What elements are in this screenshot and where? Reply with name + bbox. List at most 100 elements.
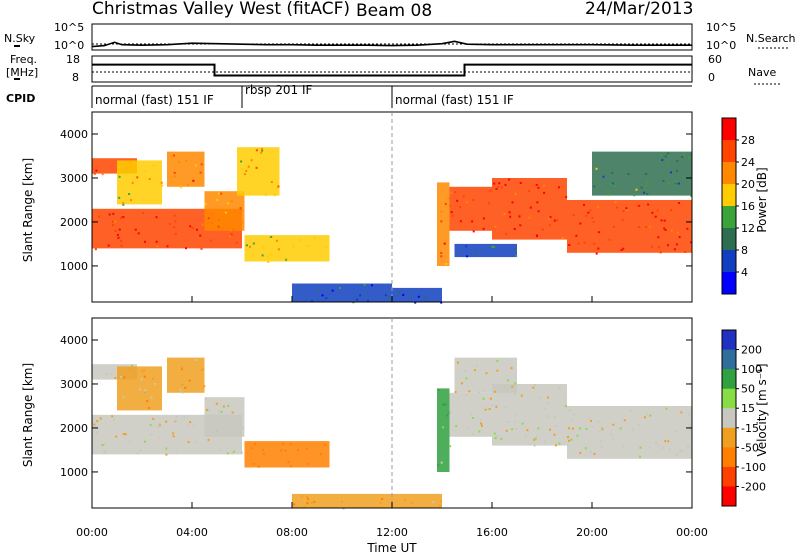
power-cell-speckle xyxy=(585,214,588,217)
power-cell-speckle xyxy=(638,226,641,229)
power-cell-speckle xyxy=(155,216,158,219)
velocity-cell-speckle xyxy=(158,422,161,425)
power-cell-speckle xyxy=(144,240,146,243)
y-tick-label: 3000 xyxy=(60,172,88,185)
power-cell-speckle xyxy=(359,294,362,297)
velocity-cell-speckle xyxy=(187,424,190,427)
velocity-cell-speckle xyxy=(143,369,146,372)
power-cell-speckle xyxy=(597,205,600,208)
power-cell-speckle xyxy=(676,232,679,235)
velocity-cell-speckle xyxy=(630,409,632,412)
power-cell-speckle xyxy=(667,152,670,155)
power-cell-speckle xyxy=(261,147,263,150)
velocity-cell-speckle xyxy=(526,429,529,432)
power-cell-speckle xyxy=(610,183,613,186)
x-axis-label: Time UT xyxy=(366,541,417,554)
velocity-cell-speckle xyxy=(688,424,691,427)
power-cell-speckle xyxy=(450,191,453,194)
power-cell-speckle xyxy=(536,201,539,204)
velocity-cell-speckle xyxy=(150,396,153,399)
velocity-cell-speckle xyxy=(188,379,191,382)
power-cell-speckle xyxy=(676,159,679,162)
velocity-cell-speckle xyxy=(554,425,557,427)
power-cell-speckle xyxy=(592,220,595,223)
velocity-cell-speckle xyxy=(136,452,139,455)
power-cell-speckle xyxy=(120,244,123,247)
velocity-cell-speckle xyxy=(553,416,556,419)
velocity-cell-speckle xyxy=(212,431,215,434)
velocity-cell-speckle xyxy=(305,447,308,450)
velocity-cell-speckle xyxy=(252,463,255,465)
power-cell-speckle xyxy=(173,171,176,174)
velocity-cell-speckle xyxy=(310,501,313,504)
velocity-cell-speckle xyxy=(181,368,183,371)
velocity-cell-speckle xyxy=(493,432,496,435)
velocity-cell-speckle xyxy=(207,438,210,441)
power-cell-speckle xyxy=(156,245,159,248)
velocity-y-label: Slant Range [km] xyxy=(21,363,35,467)
velocity-cell-speckle xyxy=(588,417,591,420)
power-data-layer xyxy=(92,147,693,304)
power-cell-speckle xyxy=(339,287,341,289)
power-cell-speckle xyxy=(658,246,661,249)
velocity-cell-speckle xyxy=(661,446,664,449)
power-panel: 1000 2000 3000 4000 Slant Range [km] xyxy=(21,111,693,304)
power-cell xyxy=(167,151,205,187)
power-cell-speckle xyxy=(98,215,101,218)
power-cell-speckle xyxy=(189,225,192,228)
power-cell-speckle xyxy=(166,245,169,248)
power-cell-speckle xyxy=(239,207,242,209)
y-tick-label: 2000 xyxy=(60,216,88,229)
power-cell-speckle xyxy=(224,211,227,214)
x-tick-label: 16:00 xyxy=(476,526,508,539)
velocity-cell xyxy=(437,388,450,472)
velocity-cell-speckle xyxy=(128,367,131,370)
power-cell-speckle xyxy=(148,178,151,180)
velocity-cell-speckle xyxy=(504,406,507,408)
power-cell-speckle xyxy=(645,226,648,228)
power-cell-speckle xyxy=(511,201,514,204)
noise-right-tick-bottom: 10^0 xyxy=(706,39,736,52)
power-cell-speckle xyxy=(645,173,648,175)
velocity-cell-speckle xyxy=(681,449,683,452)
power-cell-speckle xyxy=(117,170,120,173)
power-cell-speckle xyxy=(556,219,559,222)
nsky-label: N.Sky xyxy=(4,32,36,45)
power-cell-speckle xyxy=(331,289,334,292)
power-cell-speckle xyxy=(675,182,677,185)
velocity-colorbar-tick-label: -100 xyxy=(741,461,766,474)
power-cell-speckle xyxy=(128,193,131,195)
power-cell-speckle xyxy=(161,184,164,187)
power-cell-speckle xyxy=(664,229,667,231)
velocity-cell-speckle xyxy=(600,440,603,443)
velocity-cell-speckle xyxy=(113,418,115,421)
power-cell-speckle xyxy=(666,161,669,164)
velocity-cell-speckle xyxy=(644,416,646,419)
velocity-cell-speckle xyxy=(687,445,690,448)
velocity-cell-speckle xyxy=(220,411,223,413)
power-cell-speckle xyxy=(255,166,258,169)
power-cell-speckle xyxy=(498,182,501,185)
power-cell-speckle xyxy=(440,255,443,258)
power-cell-speckle xyxy=(118,228,121,231)
x-tick-label: 20:00 xyxy=(576,526,608,539)
power-cell-speckle xyxy=(606,190,609,193)
velocity-cell-speckle xyxy=(175,449,178,452)
power-cell-speckle xyxy=(621,219,624,221)
power-cell-speckle xyxy=(465,245,468,248)
velocity-cell-speckle xyxy=(648,446,651,449)
power-cell-speckle xyxy=(663,227,666,230)
power-cell-speckle xyxy=(101,173,104,176)
velocity-cell-speckle xyxy=(231,452,234,455)
velocity-cell-speckle xyxy=(584,447,587,450)
velocity-colorbar-swatch xyxy=(722,349,736,370)
power-cell-speckle xyxy=(648,225,651,228)
power-cell-speckle xyxy=(249,245,251,248)
power-cell-speckle xyxy=(185,247,187,250)
power-cell-speckle xyxy=(95,169,98,172)
power-cell-speckle xyxy=(472,199,475,201)
velocity-cell-speckle xyxy=(240,451,243,454)
power-cell-speckle xyxy=(659,251,662,254)
power-colorbar-tick-label: 28 xyxy=(741,134,755,147)
power-cell-speckle xyxy=(252,242,255,245)
